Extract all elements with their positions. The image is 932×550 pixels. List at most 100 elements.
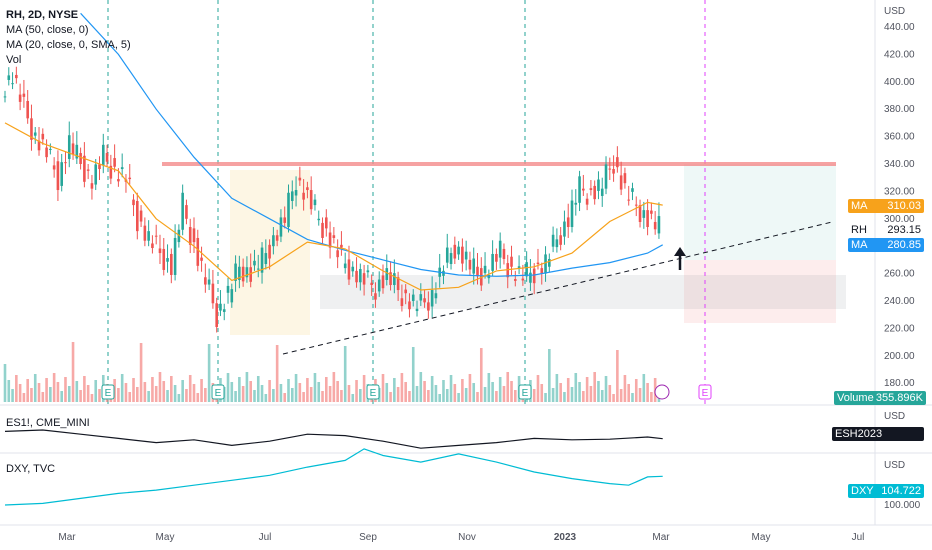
candle-body — [551, 234, 555, 247]
candle-body — [3, 96, 7, 98]
volume-bar — [336, 381, 339, 402]
candle-body — [200, 257, 203, 261]
volume-bar — [408, 391, 411, 402]
volume-badge: Volume 355.896K — [834, 391, 926, 405]
volume-bar — [279, 384, 283, 402]
candle-body — [600, 188, 604, 196]
volume-bar — [30, 388, 33, 402]
candle-body — [219, 303, 222, 311]
candle-body — [151, 243, 154, 249]
volume-bar — [260, 385, 264, 402]
candle-body — [521, 278, 525, 281]
candle-body — [514, 279, 517, 281]
dividend-icon — [654, 384, 670, 400]
candle-body — [532, 268, 536, 284]
volume-bar — [139, 343, 143, 402]
volume-bar — [287, 379, 290, 402]
volume-bar — [290, 388, 294, 402]
volume-bar — [226, 373, 230, 402]
candle-body — [75, 144, 79, 159]
volume-bar — [502, 386, 506, 402]
candle-body — [604, 164, 608, 189]
candle-body — [49, 148, 52, 150]
volume-bar — [404, 382, 407, 402]
candle-body — [302, 192, 305, 200]
candle-body — [400, 298, 404, 307]
volume-bar — [328, 386, 332, 402]
volume-bar — [593, 372, 596, 402]
volume-bar — [514, 390, 517, 402]
candle-body — [453, 244, 457, 259]
candle-body — [498, 240, 502, 258]
candle-body — [264, 253, 268, 265]
volume-bar — [483, 387, 487, 402]
volume-bar — [427, 390, 430, 402]
earnings-letter-1: E — [215, 388, 222, 399]
candle-body — [321, 222, 324, 238]
volume-bar — [302, 392, 305, 402]
candle-body — [181, 192, 184, 230]
candle-body — [245, 267, 249, 278]
candle-body — [52, 165, 56, 170]
candle-body — [56, 161, 60, 191]
volume-bar — [98, 389, 101, 402]
candle-body — [336, 250, 339, 258]
candle-body — [60, 162, 63, 186]
price-tick-label: 320.00 — [884, 186, 915, 197]
volume-bar — [136, 387, 139, 402]
volume-bar — [132, 378, 135, 402]
volume-bar — [11, 389, 14, 402]
volume-bar — [185, 389, 188, 402]
candle-body — [548, 258, 551, 267]
time-tick-label: May — [156, 532, 175, 543]
earnings-letter-2: E — [370, 388, 377, 399]
volume-bar — [608, 385, 612, 402]
candle-body — [430, 290, 434, 307]
candle-body — [653, 221, 657, 230]
candle-body — [158, 248, 162, 254]
candle-body — [226, 285, 230, 293]
candle-body — [238, 266, 241, 280]
candle-body — [476, 266, 479, 277]
candle-body — [608, 168, 612, 170]
volume-bar — [506, 372, 510, 402]
trend-line — [282, 221, 833, 355]
volume-bar — [476, 392, 479, 402]
candle-body — [170, 253, 173, 275]
candle-body — [215, 303, 218, 328]
volume-bar — [582, 391, 585, 402]
candle-body — [94, 164, 98, 185]
candle-body — [18, 94, 22, 102]
time-tick-label: 2023 — [554, 532, 577, 543]
candle-body — [154, 235, 158, 237]
candle-body — [86, 169, 90, 171]
candle-body — [638, 205, 642, 222]
volume-bar — [445, 389, 449, 402]
price-tick-label: 240.00 — [884, 296, 915, 307]
candle-body — [362, 273, 366, 285]
earnings-badge-1 — [211, 384, 225, 400]
volume-bar — [434, 385, 438, 402]
candle-body — [294, 190, 298, 196]
candle-body — [26, 100, 29, 119]
earnings-badge-0 — [101, 384, 115, 400]
ma50-legend: MA (50, close, 0) — [6, 24, 89, 36]
candle-body — [404, 289, 407, 294]
volume-bar — [453, 384, 457, 402]
candle-body — [234, 263, 237, 281]
volume-bar — [83, 376, 86, 402]
ma20-price-badge: MA 310.03 — [848, 199, 924, 213]
candle-body — [525, 262, 528, 277]
volume-bar — [438, 394, 441, 402]
price-tick-label: 260.00 — [884, 269, 915, 280]
candle-body — [207, 279, 211, 285]
candle-body — [41, 133, 45, 140]
candle-body — [502, 248, 506, 259]
candle-body — [260, 247, 264, 273]
candle-body — [105, 153, 109, 162]
volume-bar — [188, 375, 192, 402]
volume-bar — [442, 380, 445, 402]
candle-body — [272, 235, 275, 247]
candle-body — [196, 237, 200, 266]
